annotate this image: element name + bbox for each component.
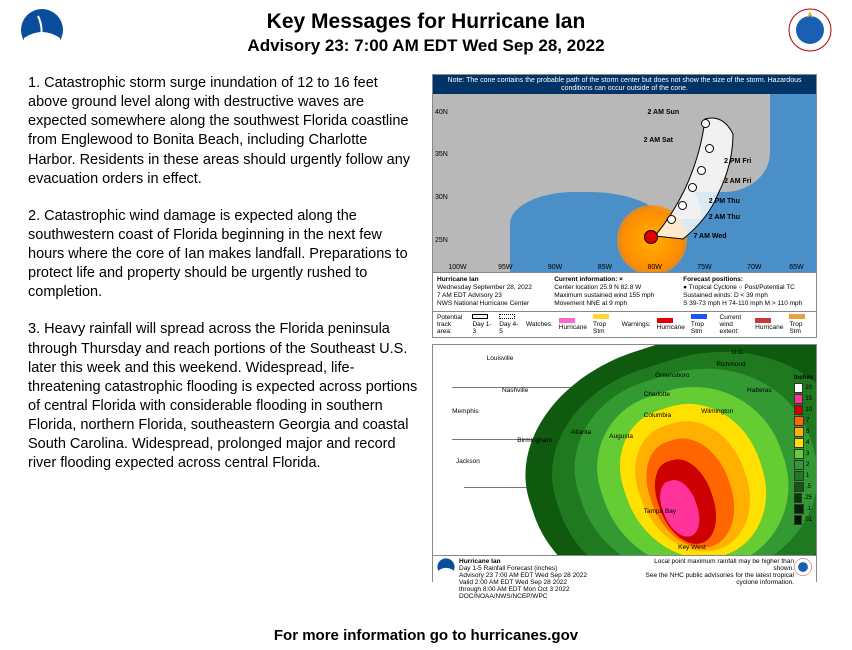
cone-disclaimer: Note: The cone contains the probable pat… <box>433 75 816 94</box>
legend-row: 15 <box>794 394 812 405</box>
page-subtitle: Advisory 23: 7:00 AM EDT Wed Sep 28, 202… <box>74 36 778 56</box>
track-info-block: Hurricane Ian Wednesday September 28, 20… <box>433 272 816 310</box>
track-legend-1: Potential track area: Day 1-3 Day 4-5 Wa… <box>433 311 816 337</box>
rainfall-canvas: Louisville Nashville Memphis Jackson Bir… <box>433 345 816 555</box>
legend-row: 3 <box>794 449 812 460</box>
rainfall-legend: Inches 201510754321.5.25.1.01 <box>794 375 812 526</box>
message-1: 1. Catastrophic storm surge inundation o… <box>28 74 418 189</box>
legend-row: .5 <box>794 482 812 493</box>
page-title: Key Messages for Hurricane Ian <box>74 10 778 34</box>
legend-row: 4 <box>794 438 812 449</box>
footer-link-text: For more information go to hurricanes.go… <box>0 627 852 644</box>
legend-row: .25 <box>794 493 812 504</box>
legend-row: 5 <box>794 427 812 438</box>
legend-row: 20 <box>794 383 812 394</box>
legend-row: 7 <box>794 416 812 427</box>
rainfall-forecast-map: Louisville Nashville Memphis Jackson Bir… <box>432 344 817 582</box>
visuals-column: Note: The cone contains the probable pat… <box>432 74 817 582</box>
legend-row: 10 <box>794 405 812 416</box>
title-block: Key Messages for Hurricane Ian Advisory … <box>74 8 778 56</box>
key-messages: 1. Catastrophic storm surge inundation o… <box>28 74 418 582</box>
rainfall-caption: Hurricane Ian Day 1-5 Rainfall Forecast … <box>433 555 816 603</box>
forecast-cone <box>433 94 816 272</box>
message-3: 3. Heavy rainfall will spread across the… <box>28 320 418 473</box>
legend-row: .1 <box>794 504 812 515</box>
legend-row: .01 <box>794 515 812 526</box>
noaa-logo-icon <box>20 8 64 52</box>
content-row: 1. Catastrophic storm surge inundation o… <box>0 60 852 582</box>
legend-row: 2 <box>794 460 812 471</box>
nws-mini-logo-icon <box>794 558 812 576</box>
header: Key Messages for Hurricane Ian Advisory … <box>0 0 852 60</box>
hurricane-current-position-icon <box>644 230 658 244</box>
track-cone-map: Note: The cone contains the probable pat… <box>432 74 817 338</box>
track-map-canvas: 2 AM Sun 2 AM Sat 2 PM Fri 2 AM Fri 2 PM… <box>433 94 816 272</box>
nws-logo-icon <box>788 8 832 52</box>
noaa-mini-logo-icon <box>437 558 455 576</box>
message-2: 2. Catastrophic wind damage is expected … <box>28 207 418 303</box>
legend-row: 1 <box>794 471 812 482</box>
